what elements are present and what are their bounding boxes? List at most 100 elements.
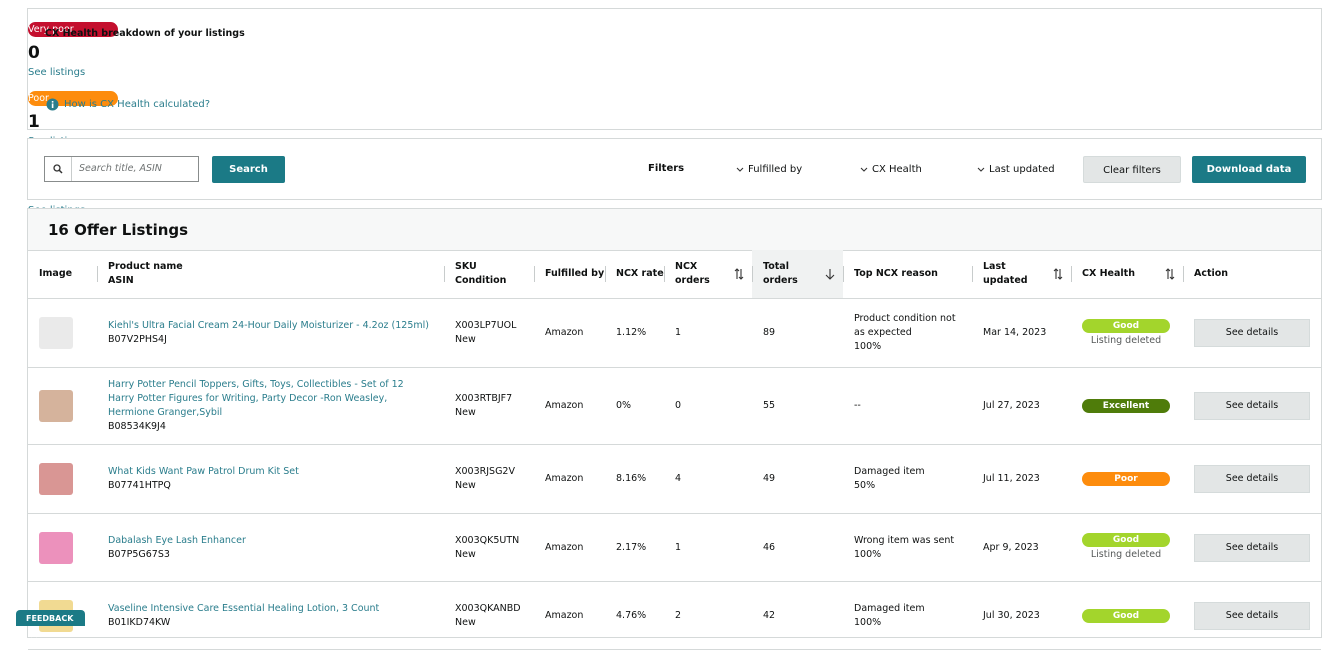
product-name[interactable]: Kiehl's Ultra Facial Cream 24-Hour Daily… (108, 320, 429, 331)
toolbar: Search title, ASIN Search Filters Fulfil… (27, 138, 1322, 200)
health-cell: Good (1071, 581, 1183, 650)
sort-icon[interactable] (825, 268, 835, 280)
help-icon (46, 98, 59, 111)
listing-row: Dabalash Eye Lash Enhancer B07P5G67S3 X003… (28, 513, 1321, 582)
condition: New (455, 407, 476, 418)
column-label: Product name (108, 261, 183, 272)
chevron-icon[interactable] (859, 164, 869, 176)
asin: B01IKD74KW (108, 616, 171, 628)
listing-row: What Kids Want Paw Patrol Drum Kit Set B0… (28, 444, 1321, 514)
product-image (39, 317, 73, 349)
product-image (39, 463, 73, 495)
column-separator (972, 266, 973, 282)
asin: B07V2PHS4J (108, 334, 167, 345)
listing-note: Listing deleted (1090, 334, 1162, 346)
column-header: Total orders (752, 250, 843, 299)
ncx-reason: 100% (854, 548, 882, 560)
column-separator (1071, 266, 1072, 282)
action-cell: See details (1183, 513, 1321, 582)
column-label: NCX rate (616, 268, 664, 279)
health-badge: Excellent (1082, 399, 1170, 413)
search-icon (53, 164, 63, 174)
health-badge: Very poor (28, 22, 118, 37)
listings-table: Image Product name ASIN SKU Condition Fulfill… (28, 250, 1321, 650)
column-label: Last updated (983, 261, 1028, 286)
filter-dropdown[interactable]: CX Health (872, 164, 922, 175)
listing-row: Vaseline Intensive Care Essential Healin… (28, 581, 1321, 650)
total-orders: 89 (752, 298, 843, 368)
sku: X003LP7UOL (455, 320, 517, 331)
sort-icon[interactable] (1165, 268, 1175, 280)
total-orders: 42 (752, 581, 843, 650)
column-label: Total orders (763, 261, 798, 286)
product-cell: Harry Potter Pencil Toppers, Gifts, Toys… (97, 367, 444, 445)
filter-dropdown[interactable]: Last updated (989, 164, 1055, 175)
total-orders: 55 (752, 367, 843, 445)
see-details-button[interactable]: See details (1194, 392, 1310, 420)
health-card: Poor1See listings (28, 78, 1321, 147)
reason-cell: Damaged item 100% (843, 581, 972, 650)
column-separator (534, 266, 535, 282)
search-box[interactable]: Search title, ASIN (44, 156, 199, 182)
column-header: SKU Condition (444, 250, 534, 299)
sku: X003QK5UTN (455, 534, 520, 546)
product-name[interactable]: What Kids Want Paw Patrol Drum Kit Set (108, 466, 299, 477)
health-count: 1 (28, 112, 40, 132)
ncx-reason: 100% (854, 616, 882, 628)
column-header: NCX rate (605, 250, 664, 299)
sku: X003RJSG2V (455, 466, 515, 477)
condition: New (455, 334, 476, 345)
ncx-rate: 2.17% (605, 513, 664, 582)
health-badge: Good (1082, 318, 1170, 333)
help-link[interactable]: How is CX Health calculated? (64, 99, 211, 110)
action-cell: See details (1183, 581, 1321, 650)
search-placeholder: Search title, ASIN (79, 163, 162, 174)
ncx-rate: 0% (605, 367, 664, 445)
feedback-tab[interactable]: FEEDBACK (16, 610, 85, 638)
action-cell: See details (1183, 444, 1321, 514)
see-listings-link[interactable]: See listings (28, 67, 86, 78)
download-button[interactable]: Download data (1192, 156, 1306, 183)
listing-note: Listing deleted (1090, 549, 1162, 560)
ncx-reason: 50% (854, 480, 876, 491)
image-cell (28, 367, 97, 445)
clear-filters-button[interactable]: Clear filters (1083, 156, 1181, 183)
see-details-button[interactable]: See details (1194, 533, 1310, 562)
see-details-button[interactable]: See details (1194, 601, 1310, 630)
reason-cell: Damaged item 50% (843, 444, 972, 514)
reason-cell: Product condition not as expected 100% (843, 298, 972, 368)
see-details-button[interactable]: See details (1194, 465, 1310, 493)
column-separator (97, 266, 98, 282)
health-badge: Poor (1082, 472, 1170, 486)
column-separator (752, 266, 753, 282)
fulfilled-by: Amazon (534, 513, 605, 582)
search-button[interactable]: Search (212, 156, 285, 183)
sort-icon[interactable] (1053, 268, 1063, 280)
chevron-icon[interactable] (976, 164, 986, 176)
filter-dropdown[interactable]: Fulfilled by (748, 164, 803, 175)
ncx-rate: 8.16% (605, 444, 664, 514)
condition: New (455, 616, 476, 628)
action-cell: See details (1183, 367, 1321, 445)
column-label: Fulfilled by (545, 268, 605, 279)
ncx-reason: Damaged item (854, 602, 925, 614)
health-card: Very poor 0 See listings (28, 9, 1321, 78)
see-details-button[interactable]: See details (1194, 319, 1310, 347)
column-separator (843, 266, 844, 282)
close-icon[interactable] (30, 630, 38, 638)
filters-label: Filters (648, 163, 685, 174)
page: CX Health breakdown of your listings How… (16, 8, 1322, 650)
chevron-icon[interactable] (735, 164, 745, 176)
listing-row: Harry Potter Pencil Toppers, Gifts, Toys… (28, 367, 1321, 445)
sort-icon[interactable] (734, 268, 744, 280)
ncx-rate: 1.12% (605, 298, 664, 368)
column-separator (1183, 266, 1184, 282)
column-header: Image (28, 250, 97, 299)
product-name[interactable]: Dabalash Eye Lash Enhancer (108, 534, 246, 546)
product-name[interactable]: Harry Potter Pencil Toppers, Gifts, Toys… (108, 379, 404, 418)
ncx-orders: 1 (664, 513, 752, 582)
product-name[interactable]: Vaseline Intensive Care Essential Healin… (108, 602, 380, 614)
column-header: Action (1183, 250, 1321, 299)
ncx-reason: 100% (854, 341, 882, 352)
health-badge: Good (1082, 608, 1170, 623)
